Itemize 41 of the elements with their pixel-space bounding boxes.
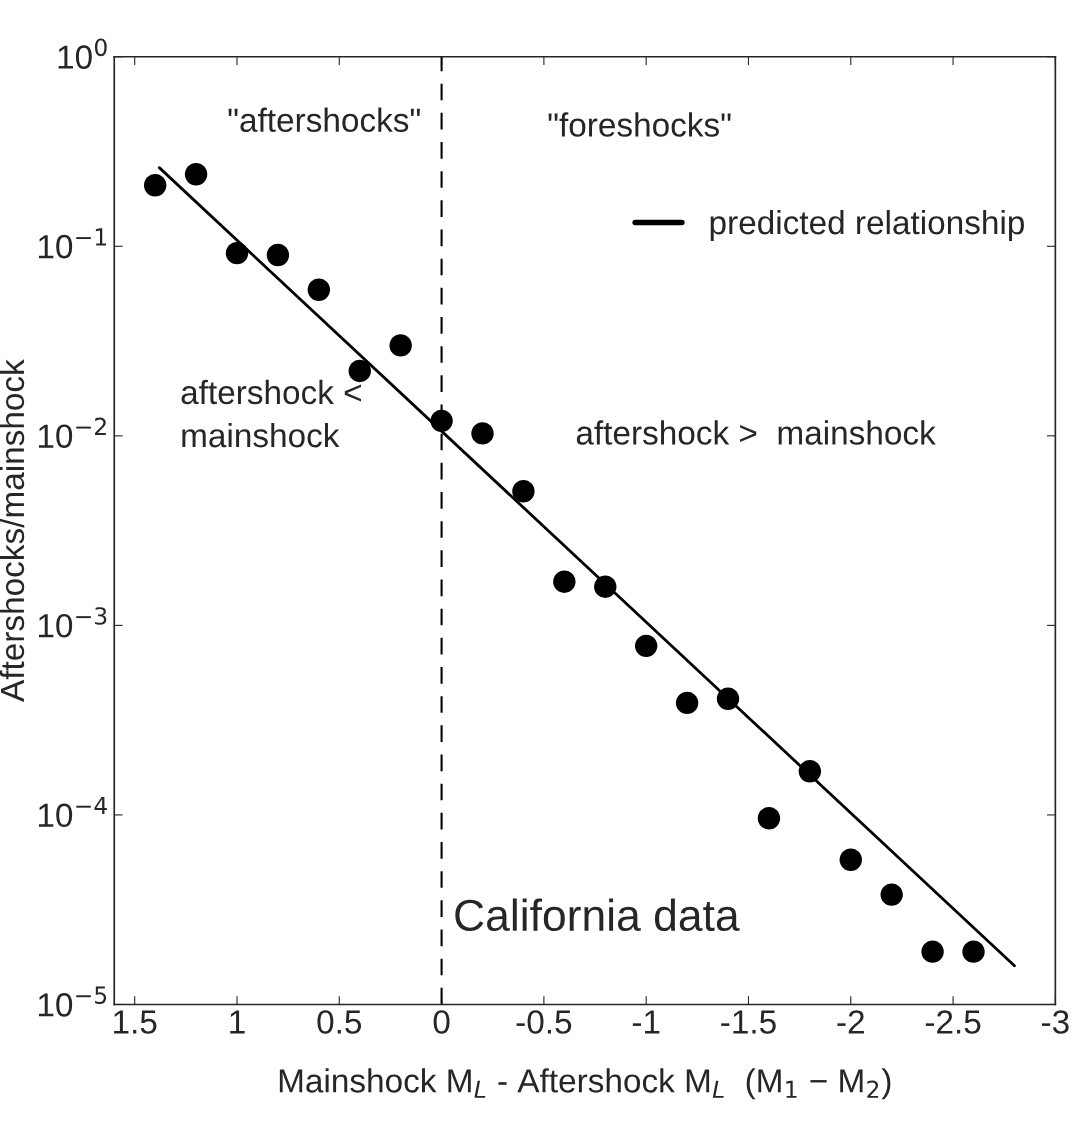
point xyxy=(389,334,412,357)
annotation: aftershock > mainshock xyxy=(576,420,936,445)
y-axis-title: Aftershocks/mainshock xyxy=(0,359,25,702)
annotation: "foreshocks" xyxy=(548,112,731,137)
point xyxy=(471,422,494,445)
point xyxy=(307,278,331,301)
x-tick-label: -1.5 xyxy=(721,1010,776,1034)
annotation: California data xyxy=(455,898,740,932)
point xyxy=(880,883,903,906)
point xyxy=(348,359,371,383)
y-tick-label: 10$^{−3}$ xyxy=(38,607,107,638)
y-tick-label: 10$^{−5}$ xyxy=(38,986,107,1017)
y-tick-label: 10$^{−1}$ xyxy=(38,228,107,259)
point xyxy=(921,940,944,963)
x-tick-label: -2 xyxy=(837,1010,864,1034)
point xyxy=(553,570,576,593)
x-tick-label: -1 xyxy=(632,1010,660,1034)
annotation: aftershock < mainshock xyxy=(181,379,361,448)
annotation: "aftershocks" xyxy=(228,107,420,133)
y-tick-label: 10$^{−4}$ xyxy=(38,797,107,828)
point xyxy=(225,241,249,265)
point xyxy=(962,940,985,963)
x-tick-label: -0.5 xyxy=(516,1010,572,1034)
point xyxy=(675,691,699,715)
x-tick-label: 0 xyxy=(433,1010,450,1034)
point xyxy=(266,243,290,267)
point xyxy=(143,174,167,197)
point xyxy=(184,163,208,186)
x-tick-label: 1.5 xyxy=(114,1010,157,1034)
y-tick-label: 10$^{0}$ xyxy=(58,38,107,69)
point xyxy=(634,634,658,658)
point xyxy=(757,807,781,830)
x-tick-label: 0.5 xyxy=(317,1010,362,1034)
x-tick-label: -3 xyxy=(1042,1010,1069,1034)
y-tick-label: 10$^{−2}$ xyxy=(38,417,106,448)
legend-label: predicted relationship xyxy=(710,209,1024,242)
point xyxy=(512,480,535,503)
x-tick-label: 1 xyxy=(230,1010,245,1034)
text: Mainshock M$_{L}$ - Aftershock M$_{L}$ (M$_{1}$ − M$_{2}$) xyxy=(279,1068,891,1100)
x-tick-label: -2.5 xyxy=(925,1010,981,1034)
point xyxy=(839,848,862,871)
